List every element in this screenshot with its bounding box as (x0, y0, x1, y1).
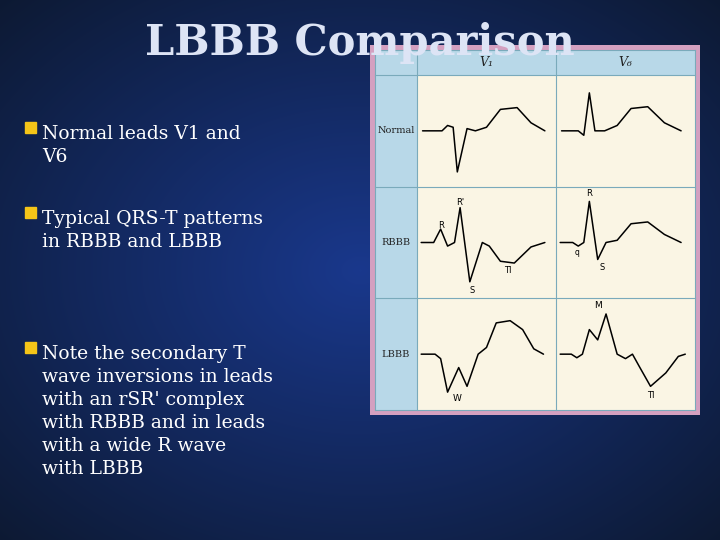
Bar (370, 45, 700, 415)
Bar (375, 50, 695, 410)
Text: S: S (599, 263, 605, 272)
Text: R: R (438, 221, 444, 230)
Text: Normal: Normal (377, 126, 415, 136)
Text: Typical QRS-T patterns
in RBBB and LBBB: Typical QRS-T patterns in RBBB and LBBB (42, 210, 263, 251)
Text: RBBB: RBBB (382, 238, 410, 247)
Bar (25, 207, 36, 218)
Bar (375, 298, 417, 410)
Bar (25, 342, 36, 353)
Text: M: M (594, 301, 602, 310)
Text: R': R' (456, 198, 464, 207)
Bar (375, 50, 417, 75)
Text: W: W (453, 394, 462, 403)
Text: TI: TI (503, 266, 511, 275)
Bar (375, 75, 417, 187)
Text: q: q (575, 248, 580, 257)
Text: S: S (470, 286, 475, 295)
Bar (375, 50, 695, 75)
Bar (375, 187, 417, 298)
Text: R: R (586, 189, 593, 198)
Text: Note the secondary T
wave inversions in leads
with an rSR' complex
with RBBB and: Note the secondary T wave inversions in … (42, 345, 273, 477)
Text: V₁: V₁ (480, 56, 493, 69)
Text: V₆: V₆ (618, 56, 632, 69)
Text: LBBB: LBBB (382, 350, 410, 359)
Text: Normal leads V1 and
V6: Normal leads V1 and V6 (42, 125, 240, 166)
Text: LBBB Comparison: LBBB Comparison (145, 22, 575, 64)
Text: TI: TI (647, 391, 654, 400)
Bar (25, 122, 36, 133)
